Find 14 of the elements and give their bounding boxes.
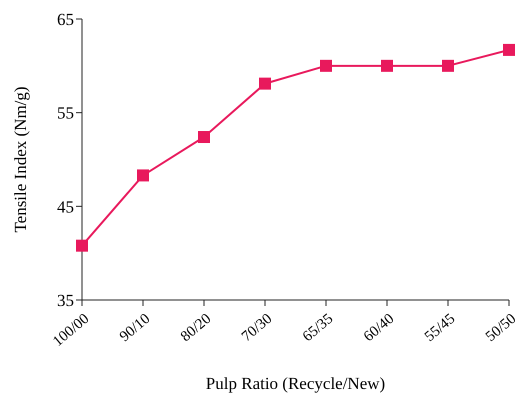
y-tick-label: 65 [57, 10, 74, 29]
y-tick-label: 55 [57, 104, 74, 123]
x-axis-title: Pulp Ratio (Recycle/New) [206, 374, 386, 393]
y-tick-label: 35 [57, 290, 74, 310]
point [259, 78, 271, 90]
y-tick-label: 45 [57, 197, 74, 216]
point [198, 131, 210, 144]
point [503, 44, 515, 56]
y-axis-title: Tensile Index (Nm/g) [11, 86, 30, 233]
point [76, 240, 88, 252]
point [320, 60, 332, 72]
point [442, 60, 454, 72]
point [137, 169, 149, 182]
point [381, 60, 393, 72]
